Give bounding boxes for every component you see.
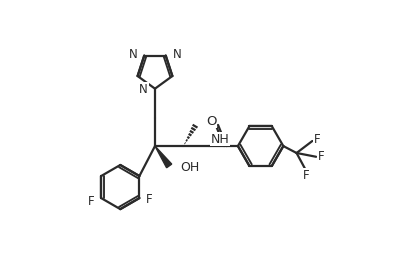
Text: F: F <box>303 168 310 182</box>
Text: F: F <box>313 133 320 146</box>
Text: F: F <box>146 193 152 206</box>
Text: N: N <box>139 83 148 96</box>
Text: O: O <box>206 115 217 128</box>
Text: OH: OH <box>180 161 199 174</box>
Text: N: N <box>173 49 182 61</box>
Text: N: N <box>129 49 137 61</box>
Text: F: F <box>88 195 94 208</box>
Text: NH: NH <box>211 133 230 146</box>
Text: F: F <box>318 150 324 163</box>
Polygon shape <box>155 146 172 168</box>
